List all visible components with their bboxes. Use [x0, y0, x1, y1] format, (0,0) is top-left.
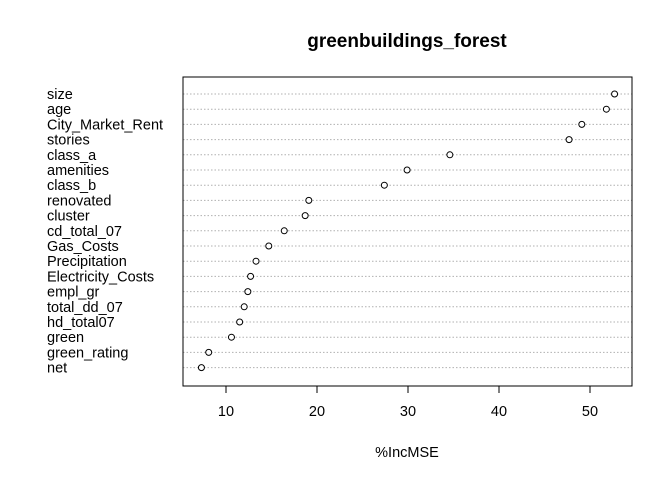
x-tick-label: 50	[582, 404, 598, 420]
variable-label: amenities	[47, 163, 109, 179]
data-point	[247, 272, 255, 280]
data-point	[380, 181, 388, 189]
variable-label: green	[47, 330, 84, 346]
x-tick-label: 20	[309, 404, 325, 420]
data-point	[240, 303, 248, 311]
x-tick-label: 10	[218, 404, 234, 420]
data-point	[301, 212, 309, 220]
variable-label: City_Market_Rent	[47, 117, 163, 133]
variable-label: class_b	[47, 178, 96, 194]
data-point	[446, 151, 454, 159]
data-point	[197, 364, 205, 372]
data-point	[611, 90, 619, 98]
data-point	[578, 120, 586, 128]
variable-label: age	[47, 102, 71, 118]
variable-label: cd_total_07	[47, 224, 122, 240]
variable-label: green_rating	[47, 345, 128, 361]
variable-label: class_a	[47, 148, 97, 164]
variable-label: Precipitation	[47, 254, 127, 270]
data-point	[252, 257, 260, 265]
data-point	[236, 318, 244, 326]
plot-frame	[182, 76, 633, 387]
x-axis-label: %IncMSE	[375, 445, 439, 461]
variable-label: stories	[47, 133, 90, 149]
variable-label: empl_gr	[47, 285, 100, 301]
data-point	[305, 196, 313, 204]
variable-label: hd_total07	[47, 315, 115, 331]
grid-lines	[183, 93, 632, 369]
data-points	[197, 90, 619, 372]
variable-label: renovated	[47, 193, 112, 209]
variable-label: Electricity_Costs	[47, 269, 154, 285]
data-point	[244, 288, 252, 296]
data-point	[205, 348, 213, 356]
x-tick-label: 40	[491, 404, 507, 420]
variable-label: size	[47, 87, 73, 103]
x-axis: 10 20 30 40 50	[218, 385, 598, 420]
data-point	[265, 242, 273, 250]
data-point	[565, 136, 573, 144]
data-point	[227, 333, 235, 341]
variable-label: total_dd_07	[47, 300, 123, 316]
data-point	[403, 166, 411, 174]
variable-label: Gas_Costs	[47, 239, 119, 255]
variable-label: cluster	[47, 209, 90, 225]
data-point	[602, 105, 610, 113]
variable-label: net	[47, 361, 67, 377]
data-point	[280, 227, 288, 235]
variable-labels: sizeageCity_Market_Rentstoriesclass_aame…	[47, 87, 163, 377]
x-tick-label: 30	[400, 404, 416, 420]
chart-title: greenbuildings_forest	[307, 31, 507, 52]
